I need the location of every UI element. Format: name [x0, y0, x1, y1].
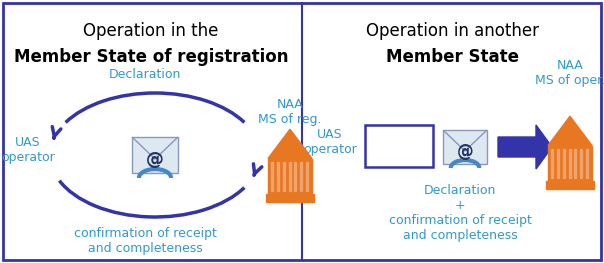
Text: Operation in the: Operation in the — [83, 22, 219, 40]
FancyBboxPatch shape — [268, 159, 312, 194]
FancyBboxPatch shape — [574, 149, 576, 178]
Text: confirmation of receipt
and completeness: confirmation of receipt and completeness — [74, 227, 216, 255]
FancyBboxPatch shape — [3, 3, 601, 260]
FancyBboxPatch shape — [294, 162, 297, 191]
Text: Member State of registration: Member State of registration — [14, 48, 288, 66]
Text: Operation in another: Operation in another — [367, 22, 539, 40]
FancyBboxPatch shape — [546, 181, 594, 189]
FancyBboxPatch shape — [271, 162, 273, 191]
Polygon shape — [498, 125, 552, 169]
FancyBboxPatch shape — [300, 162, 303, 191]
FancyBboxPatch shape — [283, 162, 284, 191]
FancyBboxPatch shape — [568, 149, 571, 178]
FancyBboxPatch shape — [277, 162, 279, 191]
Text: @: @ — [146, 151, 164, 169]
Text: Declaration: Declaration — [109, 68, 181, 81]
Text: NAA
MS of oper.: NAA MS of oper. — [535, 59, 604, 87]
Text: @: @ — [457, 143, 474, 161]
Text: Declaration
+
confirmation of receipt
and completeness: Declaration + confirmation of receipt an… — [388, 184, 532, 242]
Polygon shape — [443, 130, 487, 164]
Polygon shape — [132, 137, 178, 173]
FancyBboxPatch shape — [365, 125, 433, 167]
Text: UAS
operator: UAS operator — [1, 136, 55, 164]
FancyBboxPatch shape — [289, 162, 291, 191]
FancyBboxPatch shape — [580, 149, 582, 178]
FancyBboxPatch shape — [563, 149, 565, 178]
FancyBboxPatch shape — [266, 194, 314, 202]
Polygon shape — [548, 116, 592, 145]
FancyBboxPatch shape — [548, 145, 592, 181]
FancyBboxPatch shape — [306, 162, 308, 191]
FancyBboxPatch shape — [551, 149, 553, 178]
FancyBboxPatch shape — [557, 149, 559, 178]
Text: NAA
MS of reg.: NAA MS of reg. — [259, 98, 322, 126]
FancyBboxPatch shape — [586, 149, 588, 178]
Text: UAS
operator: UAS operator — [303, 128, 357, 156]
Text: Member State: Member State — [387, 48, 519, 66]
Polygon shape — [268, 129, 312, 159]
